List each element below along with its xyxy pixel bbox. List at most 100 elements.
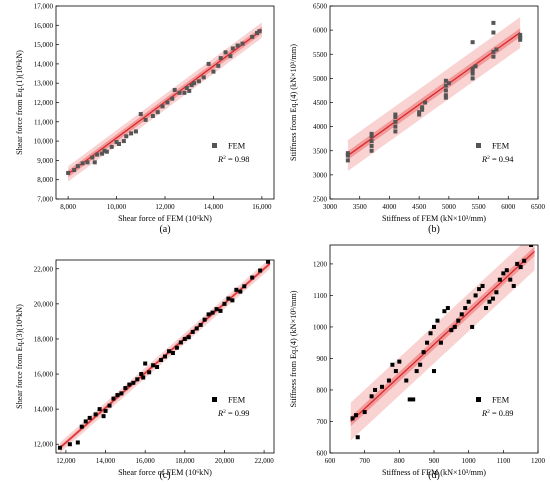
data-point: [522, 258, 527, 263]
x-tick-label: 6500: [531, 203, 546, 211]
data-point: [266, 260, 271, 264]
data-point: [518, 32, 523, 37]
data-point: [443, 88, 448, 93]
data-point: [116, 141, 121, 146]
y-tick-label: 13,000: [34, 80, 54, 88]
data-point: [477, 287, 482, 292]
data-point: [166, 349, 171, 354]
r-exponent: 2: [223, 409, 226, 415]
data-point: [182, 90, 187, 95]
data-point: [186, 335, 191, 340]
data-point: [438, 340, 443, 345]
data-point: [131, 380, 136, 385]
plot-frame: [55, 259, 275, 454]
data-point: [182, 336, 187, 341]
r-squared-value: = 0.99: [226, 409, 250, 418]
plot-area: [345, 17, 523, 172]
data-point: [428, 331, 433, 336]
data-point: [443, 78, 448, 83]
data-point: [456, 318, 461, 323]
data-point: [178, 340, 183, 345]
y-tick-label: 9,000: [37, 157, 53, 165]
data-point: [404, 378, 409, 383]
r-squared-label: R2 = 0.89: [481, 409, 513, 418]
data-point: [393, 114, 398, 119]
x-tick-label: 10,000: [107, 203, 127, 211]
data-point: [170, 96, 175, 101]
data-point: [350, 416, 355, 421]
x-tick-label: 16,000: [252, 203, 272, 211]
y-tick-label: 4000: [313, 123, 328, 131]
data-point: [345, 151, 350, 156]
y-axis-label: Stiffness from Eq.(4) (kN×10³/mm): [289, 44, 298, 161]
data-point: [93, 412, 98, 417]
x-tick-label: 3000: [323, 203, 338, 211]
r-squared-value: = 0.89: [490, 409, 514, 418]
data-point: [255, 31, 260, 36]
data-point: [202, 317, 207, 322]
y-tick-label: 12,000: [34, 99, 54, 107]
x-tick-label: 800: [394, 457, 405, 465]
data-point: [194, 326, 199, 331]
data-point: [443, 95, 448, 100]
data-point: [386, 378, 391, 383]
data-point: [198, 322, 203, 327]
y-tick-label: 16,000: [34, 22, 54, 30]
y-tick-label: 2500: [313, 196, 328, 204]
x-tick-label: 22,000: [254, 457, 274, 465]
data-point: [421, 350, 426, 355]
data-point: [470, 71, 475, 76]
data-point: [501, 271, 506, 276]
data-point: [57, 445, 62, 450]
data-point: [250, 34, 255, 39]
data-point: [216, 63, 221, 68]
data-point: [459, 312, 464, 317]
data-point: [189, 83, 194, 88]
r-symbol: R: [217, 409, 223, 418]
r-squared-label: R2 = 0.99: [217, 409, 249, 418]
data-point: [362, 410, 367, 415]
data-point: [174, 345, 179, 350]
data-point: [201, 75, 206, 80]
data-point: [250, 275, 255, 280]
data-point: [80, 161, 85, 166]
r-squared-value: = 0.98: [226, 155, 250, 164]
data-point: [206, 312, 211, 317]
data-point: [75, 440, 80, 445]
data-point: [393, 369, 398, 374]
data-point: [345, 153, 350, 158]
y-tick-label: 4500: [313, 99, 328, 107]
data-point: [155, 365, 160, 370]
data-point: [150, 114, 155, 119]
y-tick-label: 600: [317, 450, 328, 458]
data-point: [470, 324, 475, 329]
subplot-label: (b): [428, 224, 440, 235]
data-point: [196, 79, 201, 84]
data-point: [417, 112, 422, 117]
data-point: [466, 299, 471, 304]
x-axis-label: Stiffness of FEM (kN×10³/mm): [382, 214, 486, 223]
legend-marker: [476, 397, 481, 402]
r-exponent: 2: [223, 155, 226, 161]
data-point: [107, 403, 112, 408]
y-tick-label: 1200: [313, 260, 328, 268]
data-point: [170, 350, 175, 355]
r-squared-value: = 0.94: [490, 155, 514, 164]
y-tick-label: 14,000: [34, 60, 54, 68]
data-point: [423, 100, 428, 105]
data-point: [184, 86, 189, 91]
data-point: [445, 306, 450, 311]
x-tick-label: 14,000: [96, 457, 116, 465]
data-point: [491, 54, 496, 59]
data-point: [484, 306, 488, 311]
data-point: [491, 49, 496, 54]
data-point: [470, 76, 475, 81]
legend-label: FEM: [492, 142, 510, 151]
data-point: [218, 308, 223, 313]
data-point: [119, 391, 124, 396]
data-point: [354, 413, 358, 418]
data-point: [114, 140, 119, 145]
data-point: [135, 377, 140, 382]
data-point: [443, 93, 448, 98]
